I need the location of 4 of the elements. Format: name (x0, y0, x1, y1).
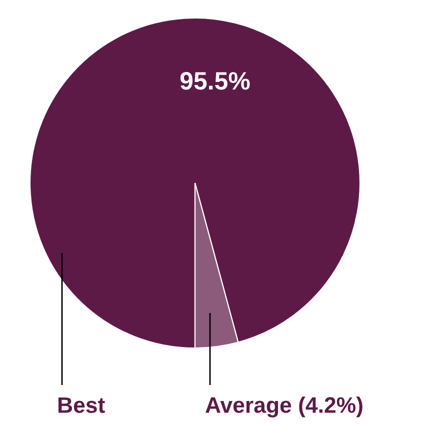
slice-label: Best (58, 397, 105, 413)
pie-slice (29, 17, 361, 349)
data-label: 95.5% (180, 72, 250, 90)
slice-label: Average (4.2%) (206, 396, 362, 418)
